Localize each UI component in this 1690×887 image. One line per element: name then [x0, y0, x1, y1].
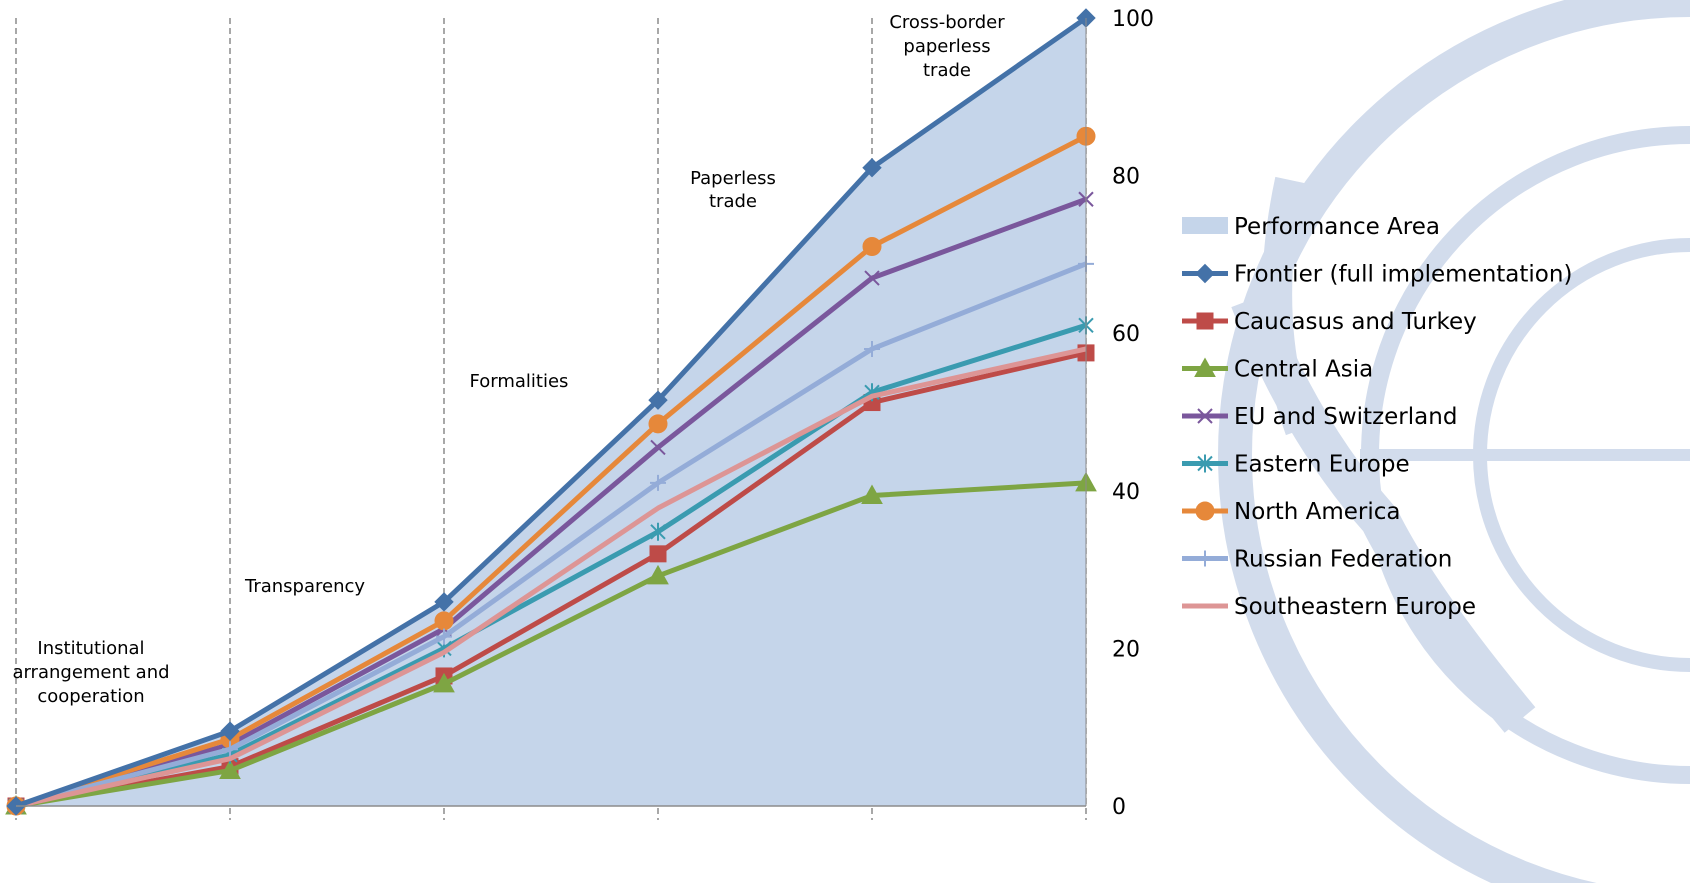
category-label-line: cooperation [37, 686, 144, 707]
legend-item-performance-area: Performance Area [1182, 214, 1440, 240]
category-label-line: Transparency [244, 576, 365, 597]
y-tick-label: 80 [1112, 165, 1140, 190]
legend-item-frontier-full-implementation: Frontier (full implementation) [1182, 262, 1572, 288]
y-tick-label: 0 [1112, 795, 1126, 820]
y-tick-label: 20 [1112, 637, 1140, 662]
category-label-line: trade [923, 60, 971, 81]
legend-marker [1196, 502, 1214, 520]
legend-label: North America [1234, 499, 1401, 525]
legend-item-north-america: North America [1182, 499, 1401, 525]
legend-item-russian-federation: Russian Federation [1182, 547, 1452, 573]
legend-item-central-asia: Central Asia [1182, 357, 1373, 383]
legend-marker [1197, 313, 1213, 329]
legend-label: Caucasus and Turkey [1234, 309, 1477, 335]
category-label-line: trade [709, 191, 757, 212]
category-label-line: Cross-border [889, 12, 1005, 33]
data-point [863, 238, 881, 256]
performance-area [16, 18, 1086, 806]
category-label-line: arrangement and [12, 662, 169, 683]
category-label-line: Institutional [37, 638, 144, 659]
legend-label: Russian Federation [1234, 547, 1452, 573]
category-label: Institutional arrangement and cooperation [12, 638, 169, 707]
legend-item-eastern-europe: Eastern Europe [1182, 452, 1410, 478]
data-point [650, 546, 666, 562]
legend-marker [1196, 265, 1214, 283]
legend-swatch [1182, 217, 1228, 234]
un-emblem-watermark [1235, 0, 1690, 883]
category-label-line: paperless [903, 36, 990, 57]
legend-label: Eastern Europe [1234, 452, 1410, 478]
legend-label: Performance Area [1234, 214, 1440, 240]
category-label-line: Formalities [470, 371, 569, 392]
category-label: Formalities [470, 371, 569, 392]
category-label-line: Paperless [690, 168, 776, 189]
legend-item-caucasus-and-turkey: Caucasus and Turkey [1182, 309, 1477, 335]
category-label: Cross-border paperless trade [889, 12, 1005, 81]
category-label: Paperless trade [690, 168, 776, 212]
legend-item-southeastern-europe: Southeastern Europe [1182, 594, 1476, 620]
data-point [435, 612, 453, 630]
y-tick-label: 60 [1112, 322, 1140, 347]
legend-label: Southeastern Europe [1234, 594, 1476, 620]
legend-marker [1197, 551, 1213, 567]
legend-label: Central Asia [1234, 357, 1373, 383]
legend-label: Frontier (full implementation) [1234, 262, 1572, 288]
performance-area-fill [16, 18, 1086, 806]
y-tick-label: 100 [1112, 7, 1154, 32]
legend-label: EU and Switzerland [1234, 404, 1457, 430]
y-tick-label: 40 [1112, 480, 1140, 505]
data-point [649, 415, 667, 433]
category-label: Transparency [244, 576, 365, 597]
